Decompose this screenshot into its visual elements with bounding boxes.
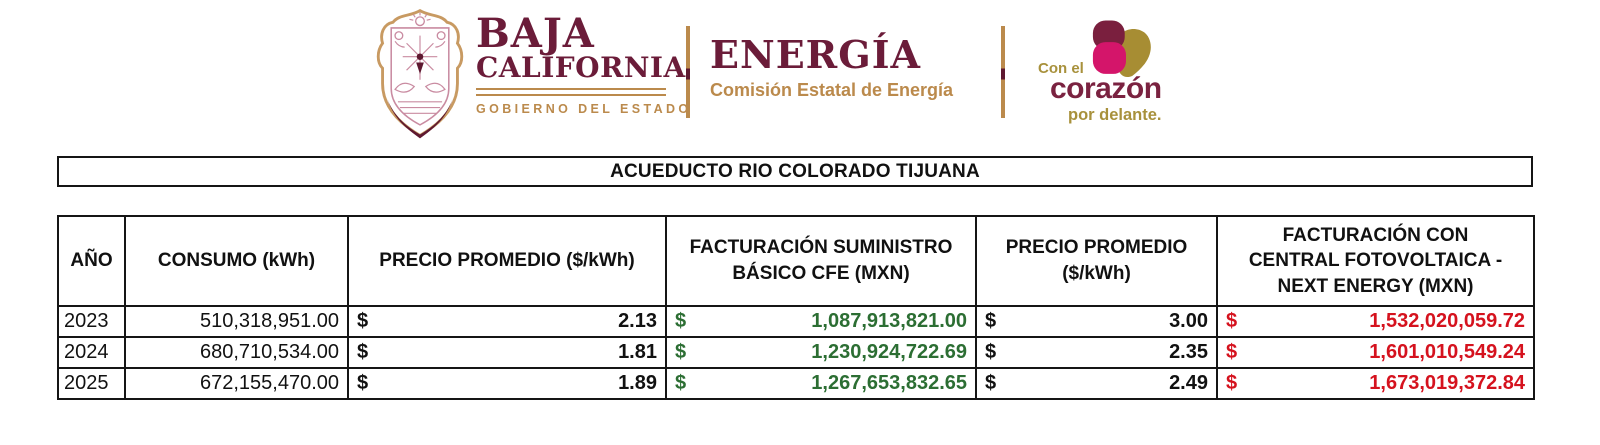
currency-symbol: $ xyxy=(675,341,687,363)
cell-consumo: 510,318,951.00 xyxy=(124,305,349,338)
currency-symbol: $ xyxy=(675,372,687,394)
cell-facturacion-fv: $1,673,019,372.84 xyxy=(1216,367,1535,400)
cell-precio-cfe: $2.13 xyxy=(347,305,667,338)
state-wordmark: BAJA CALIFORNIA GOBIERNO DEL ESTADO xyxy=(476,10,692,117)
column-header-precio-fv: PRECIO PROMEDIO ($/kWh) xyxy=(975,215,1218,307)
cell-facturacion-cfe: $1,267,653,832.65 xyxy=(665,367,977,400)
cell-precio-fv: $2.49 xyxy=(975,367,1218,400)
state-name-line1: BAJA xyxy=(476,10,595,57)
column-header-consumo: CONSUMO (kWh) xyxy=(124,215,349,307)
column-header-facturacion-fv: FACTURACIÓN CON CENTRAL FOTOVOLTAICA -NE… xyxy=(1216,215,1535,307)
cell-precio-cfe: $1.81 xyxy=(347,336,667,369)
column-header-facturacion-cfe: FACTURACIÓN SUMINISTRO BÁSICO CFE (MXN) xyxy=(665,215,977,307)
currency-symbol: $ xyxy=(357,310,369,332)
heart-icon xyxy=(1092,20,1151,78)
cell-year: 2024 xyxy=(57,336,126,369)
currency-symbol: $ xyxy=(675,310,687,332)
baja-california-crest-icon xyxy=(376,8,464,139)
agency-subtitle: Comisión Estatal de Energía xyxy=(710,80,954,100)
document-title: ACUEDUCTO RIO COLORADO TIJUANA xyxy=(610,160,980,182)
currency-symbol: $ xyxy=(1226,341,1238,363)
table-row: 2025 672,155,470.00 $1.89 $1,267,653,832… xyxy=(57,367,1535,400)
billing-table: AÑO CONSUMO (kWh) PRECIO PROMEDIO ($/kWh… xyxy=(57,215,1535,400)
currency-symbol: $ xyxy=(985,310,997,332)
column-header-ano: AÑO xyxy=(57,215,126,307)
document-title-box: ACUEDUCTO RIO COLORADO TIJUANA xyxy=(57,156,1533,187)
cell-year: 2025 xyxy=(57,367,126,400)
letterhead: BAJA CALIFORNIA GOBIERNO DEL ESTADO ENER… xyxy=(0,0,1600,150)
table-row: 2023 510,318,951.00 $2.13 $1,087,913,821… xyxy=(57,305,1535,338)
currency-symbol: $ xyxy=(1226,310,1238,332)
cell-precio-fv: $2.35 xyxy=(975,336,1218,369)
agency-wordmark: ENERGÍA Comisión Estatal de Energía xyxy=(710,36,953,101)
currency-symbol: $ xyxy=(1226,372,1238,394)
slogan-line1: Con el xyxy=(1038,60,1084,77)
state-tagline: GOBIERNO DEL ESTADO xyxy=(476,102,692,117)
state-name-line2: CALIFORNIA xyxy=(476,51,686,85)
table-row: 2024 680,710,534.00 $1.81 $1,230,924,722… xyxy=(57,336,1535,369)
table-wrapper: AÑO CONSUMO (kWh) PRECIO PROMEDIO ($/kWh… xyxy=(57,215,1535,400)
cell-facturacion-cfe: $1,087,913,821.00 xyxy=(665,305,977,338)
cell-precio-cfe: $1.89 xyxy=(347,367,667,400)
double-rule xyxy=(476,88,666,97)
cell-facturacion-cfe: $1,230,924,722.69 xyxy=(665,336,977,369)
currency-symbol: $ xyxy=(357,341,369,363)
cell-precio-fv: $3.00 xyxy=(975,305,1218,338)
cell-year: 2023 xyxy=(57,305,126,338)
agency-title: ENERGÍA xyxy=(710,32,921,77)
cell-facturacion-fv: $1,601,010,549.24 xyxy=(1216,336,1535,369)
logo-divider xyxy=(1001,26,1005,118)
slogan-logo: Con el corazón por delante. xyxy=(1020,8,1220,138)
slogan-line2: corazón xyxy=(1050,72,1162,105)
slogan-line3: por delante. xyxy=(1068,106,1162,124)
cell-consumo: 680,710,534.00 xyxy=(124,336,349,369)
column-header-precio-cfe: PRECIO PROMEDIO ($/kWh) xyxy=(347,215,667,307)
cell-facturacion-fv: $1,532,020,059.72 xyxy=(1216,305,1535,338)
currency-symbol: $ xyxy=(357,372,369,394)
header-row: AÑO CONSUMO (kWh) PRECIO PROMEDIO ($/kWh… xyxy=(57,215,1535,307)
cell-consumo: 672,155,470.00 xyxy=(124,367,349,400)
logo-divider xyxy=(686,26,690,118)
currency-symbol: $ xyxy=(985,372,997,394)
currency-symbol: $ xyxy=(985,341,997,363)
